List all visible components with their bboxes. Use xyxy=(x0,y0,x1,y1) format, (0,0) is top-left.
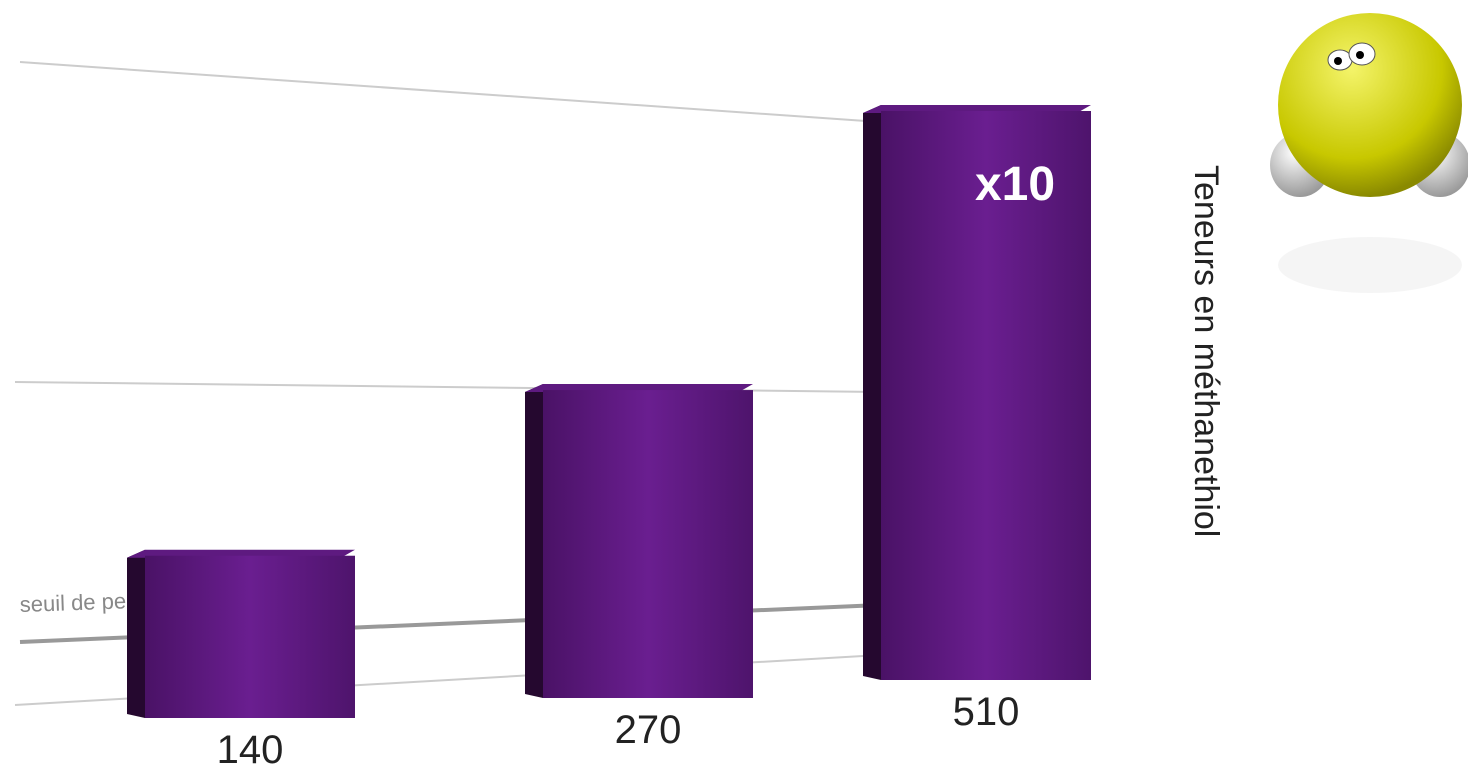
bar xyxy=(863,105,1091,680)
value-label: 270 xyxy=(615,708,682,752)
grid-line xyxy=(19,61,881,123)
molecule-icon xyxy=(1270,13,1468,293)
annotation: x10 xyxy=(975,158,1055,211)
value-label: 510 xyxy=(953,690,1020,734)
value-label: 140 xyxy=(217,728,284,767)
y-axis-label: Teneurs en méthanethiol xyxy=(1187,165,1225,537)
bar xyxy=(127,549,355,718)
bar xyxy=(525,384,753,698)
